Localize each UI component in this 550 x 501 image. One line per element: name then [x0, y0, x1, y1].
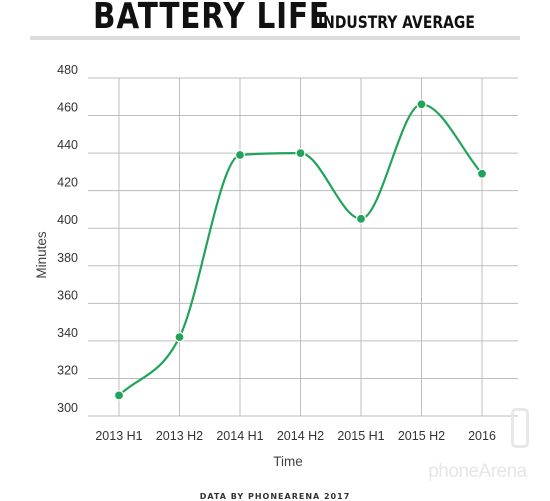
series-points: [113, 99, 488, 401]
data-point-3: [295, 148, 306, 159]
data-credit: Data by PhoneArena 2017: [199, 492, 351, 501]
y-tick-label-5: 400: [57, 213, 78, 227]
x-axis-ticks: 2013 H1 2013 H2 2014 H1 2014 H2 2015 H1 2015 …: [95, 429, 496, 443]
y-tick-label-4: 380: [57, 251, 78, 265]
y-axis-title: Minutes: [34, 231, 49, 279]
data-point-4: [355, 213, 367, 224]
data-point-1: [174, 332, 185, 343]
y-tick-label-9: 480: [57, 63, 78, 77]
x-tick-label-3: 2014 H2: [277, 429, 324, 443]
y-tick-label-2: 340: [57, 326, 78, 340]
x-tick-label-6: 2016: [468, 429, 496, 443]
x-tick-label-0: 2013 H1: [95, 429, 142, 443]
x-axis-title: Time: [273, 454, 303, 469]
chart-title-subtitle: industry average: [318, 13, 475, 33]
data-point-5: [416, 99, 427, 110]
x-tick-label-1: 2013 H2: [156, 429, 203, 443]
chart-title-main: Battery life: [92, 0, 330, 37]
chart-grid: [88, 77, 518, 417]
title-divider: [30, 36, 520, 40]
y-tick-label-8: 460: [57, 101, 78, 115]
phone-outline-icon: [511, 408, 529, 448]
y-tick-label-1: 320: [57, 363, 78, 377]
x-tick-label-4: 2015 H1: [337, 429, 384, 443]
watermark-text: phoneArena: [428, 461, 527, 482]
y-tick-label-7: 440: [57, 138, 78, 152]
data-point-2: [234, 149, 246, 161]
y-tick-label-6: 420: [57, 176, 78, 190]
y-axis-ticks: 300 320 340 360 380 400 420 440 460 480: [57, 63, 78, 415]
chart-title: Battery life industry average: [0, 0, 550, 37]
x-tick-label-5: 2015 H2: [398, 429, 445, 443]
watermark: phoneArena: [425, 408, 530, 489]
data-point-6: [476, 168, 488, 179]
x-tick-label-2: 2014 H1: [216, 429, 263, 443]
y-tick-label-0: 300: [57, 401, 78, 415]
data-point-0: [113, 390, 125, 401]
y-tick-label-3: 360: [57, 288, 78, 302]
